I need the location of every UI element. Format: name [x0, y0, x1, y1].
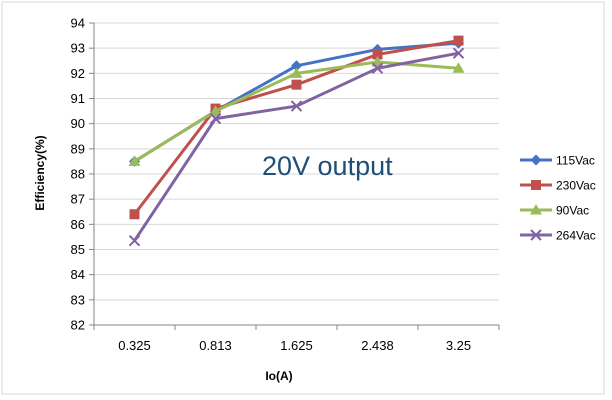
series-group	[128, 35, 465, 247]
legend-item-90vac: 90Vac	[520, 204, 589, 218]
y-tick-label: 92	[71, 66, 85, 81]
x-tick-label: 1.625	[280, 338, 313, 353]
x-tick-label: 0.813	[199, 338, 232, 353]
data-point-230vac	[129, 209, 140, 220]
data-point-90vac	[452, 62, 465, 73]
legend: 115Vac 230Vac 90Vac 264Vac	[520, 154, 596, 243]
data-point-90vac	[371, 56, 384, 67]
data-point-115vac	[291, 60, 302, 72]
y-tick-label: 86	[71, 217, 85, 232]
y-tick-label: 85	[71, 242, 85, 257]
data-point-264vac	[290, 100, 303, 112]
x-tick-label: 2.438	[361, 338, 394, 353]
y-tick-label: 89	[71, 141, 85, 156]
chart-annotation: 20V output	[262, 151, 393, 181]
legend-item-115vac: 115Vac	[520, 154, 595, 168]
x-axis-title: Io(A)	[265, 369, 292, 383]
legend-item-264vac: 264Vac	[520, 229, 596, 243]
y-tick-label: 82	[71, 318, 85, 333]
data-point-230vac	[372, 49, 383, 60]
y-axis-title: Efficiency(%)	[33, 135, 47, 210]
legend-marker	[531, 180, 541, 190]
legend-marker	[530, 154, 542, 166]
x-tick-labels: 0.325 0.813 1.625 2.438 3.25	[118, 338, 471, 353]
data-point-230vac	[453, 35, 464, 46]
y-tick-label: 87	[71, 192, 85, 207]
legend-label: 90Vac	[556, 204, 589, 218]
y-tick-label: 90	[71, 116, 85, 131]
series-264vac	[128, 47, 465, 247]
legend-item-230vac: 230Vac	[520, 179, 596, 193]
chart-frame	[1, 1, 605, 395]
data-point-90vac	[209, 105, 222, 116]
data-point-264vac	[128, 234, 141, 247]
x-tick-label: 0.325	[118, 338, 151, 353]
axes	[89, 22, 500, 330]
legend-label: 230Vac	[556, 179, 596, 193]
y-tick-label: 93	[71, 41, 85, 56]
legend-marker	[530, 229, 542, 241]
y-tick-labels: 82 83 84 85 86 87 88 89 90 91 92 93 94	[71, 16, 85, 333]
data-point-90vac	[128, 155, 141, 166]
data-point-90vac	[290, 67, 303, 78]
data-point-230vac	[291, 79, 302, 90]
data-point-264vac	[371, 62, 384, 75]
x-tick-label: 3.25	[446, 338, 471, 353]
gridlines	[94, 22, 499, 301]
y-tick-label: 88	[71, 167, 85, 182]
legend-marker	[530, 204, 542, 215]
legend-label: 264Vac	[556, 229, 596, 243]
y-tick-label: 83	[71, 292, 85, 307]
y-tick-label: 84	[71, 267, 85, 282]
data-point-264vac	[209, 112, 222, 125]
legend-label: 115Vac	[556, 154, 595, 168]
y-tick-label: 91	[71, 91, 85, 106]
data-point-264vac	[452, 47, 465, 59]
y-tick-label: 94	[71, 16, 85, 31]
